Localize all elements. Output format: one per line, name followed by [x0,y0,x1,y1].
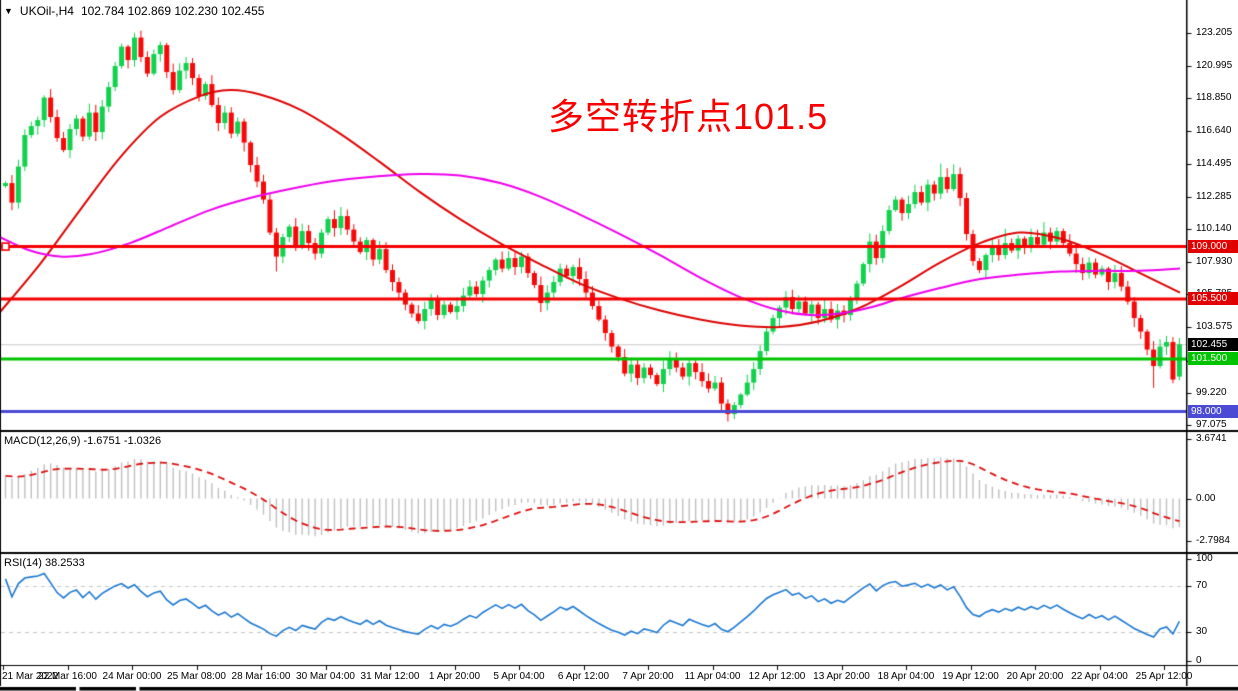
time-tick-label: 30 Mar 04:00 [296,671,355,682]
time-tick-label: 21 Mar 2022 [2,671,59,682]
time-tick-label: 25 Apr 12:00 [1135,671,1193,682]
pivot-annotation-text[interactable]: 多空转折点101.5 [548,96,829,137]
time-tick-label: 25 Mar 08:00 [167,671,226,682]
price-tick-label: 112.285 [1196,190,1232,202]
price-tick-label: 97.075 [1196,418,1227,430]
macd-indicator-label: MACD(12,26,9) -1.6751 -1.0326 [4,435,162,447]
time-tick-label: 13 Apr 20:00 [813,671,870,682]
rsi-tick-label: 0 [1196,655,1202,666]
rsi-indicator-label: RSI(14) 38.2533 [4,557,85,569]
current-price-tag: 102.455 [1188,337,1238,351]
price-tick-label: 114.495 [1196,157,1232,169]
macd-tick-label: 0.00 [1196,492,1216,504]
chart-header: ▼ UKOil-,H4 102.784 102.869 102.230 102.… [4,4,264,18]
price-tick-label: 120.995 [1196,60,1233,72]
price-tick-label: 110.140 [1196,222,1232,234]
symbol-period-label: UKOil-,H4 [19,4,74,18]
time-tick-label: 6 Apr 12:00 [557,671,610,682]
time-tick-label: 20 Apr 20:00 [1006,671,1064,682]
rsi-tick-label: 100 [1196,553,1213,564]
time-tick-label: 18 Apr 04:00 [877,671,935,682]
time-tick-label: 12 Apr 12:00 [748,671,806,682]
time-tick-label: 22 Apr 04:00 [1071,671,1128,682]
price-tick-label: 107.930 [1196,256,1233,268]
price-line-tag: 98.000 [1188,404,1238,418]
price-tick-label: 118.850 [1196,92,1232,104]
price-tick-label: 99.220 [1196,386,1227,398]
price-line-tag: 109.000 [1188,239,1238,253]
rsi-tick-label: 30 [1196,626,1208,637]
price-tick-label: 123.205 [1196,27,1233,38]
time-tick-label: 5 Apr 04:00 [493,671,545,682]
price-line-tag: 105.500 [1188,292,1238,306]
price-tick-label: 116.640 [1196,125,1232,137]
time-tick-label: 1 Apr 20:00 [428,671,481,682]
time-tick-label: 7 Apr 20:00 [622,671,674,682]
time-tick-label: 31 Mar 12:00 [360,671,420,682]
time-tick-label: 11 Apr 04:00 [684,671,741,682]
macd-tick-label: -2.7984 [1196,534,1230,546]
time-tick-label: 24 Mar 00:00 [102,671,162,682]
time-tick-label: 22 Mar 16:00 [38,671,97,682]
macd-tick-label: 3.6741 [1196,432,1227,444]
price-line-tag: 101.500 [1188,352,1238,366]
price-tick-label: 103.575 [1196,321,1233,333]
time-tick-label: 19 Apr 12:00 [942,671,999,682]
ohlc-values: 102.784 102.869 102.230 102.455 [80,4,265,18]
rsi-tick-label: 70 [1196,580,1208,591]
time-tick-label: 28 Mar 16:00 [231,671,291,682]
symbol-dropdown-icon[interactable]: ▼ [4,6,13,16]
